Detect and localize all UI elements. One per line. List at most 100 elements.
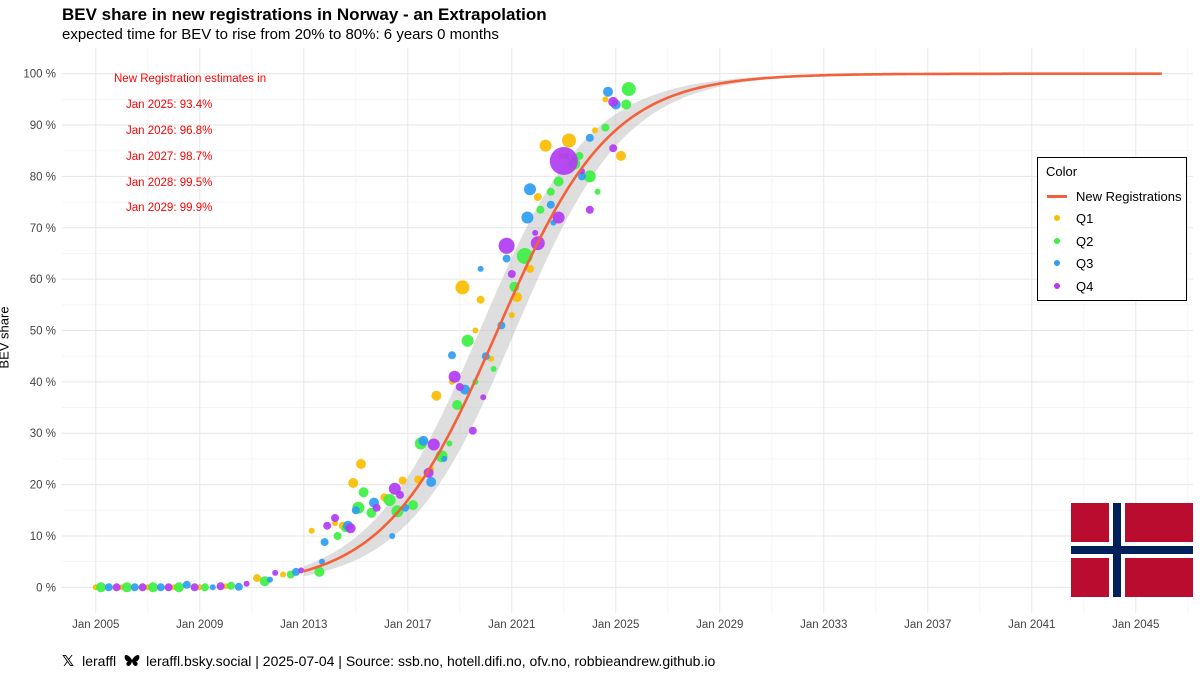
data-point-q1	[602, 96, 609, 103]
x-logo-icon: 𝕏	[62, 653, 75, 670]
data-point-q1	[356, 459, 366, 469]
data-point-q3	[234, 582, 243, 591]
x-tick-label: Jan 2041	[1008, 619, 1055, 631]
data-point-q4	[448, 370, 461, 383]
data-point-q4	[498, 237, 515, 254]
data-point-q4	[468, 426, 477, 435]
data-point-q1	[592, 127, 598, 134]
data-point-q4	[427, 438, 440, 451]
data-point-q2	[490, 366, 497, 372]
norway-flag-icon	[1071, 503, 1193, 597]
data-point-q2	[174, 582, 184, 593]
data-point-q1	[280, 571, 286, 578]
data-point-q2	[546, 187, 555, 196]
data-point-q3	[477, 265, 484, 272]
data-point-q3	[351, 506, 360, 515]
legend-label: Q4	[1076, 278, 1094, 294]
x-tick-label: Jan 2009	[176, 619, 223, 631]
y-tick-label: 80 %	[30, 171, 56, 183]
data-point-q3	[130, 583, 139, 592]
y-tick-label: 50 %	[30, 326, 56, 338]
data-point-q4	[331, 514, 339, 522]
data-point-q2	[553, 176, 564, 187]
confidence-ribbon-layer	[303, 73, 1162, 577]
y-tick-label: 10 %	[30, 531, 56, 543]
legend-label: Q2	[1076, 233, 1094, 249]
legend-label: Q1	[1076, 210, 1094, 226]
data-point-q3	[585, 133, 594, 142]
data-points-layer	[92, 82, 636, 593]
data-point-q3	[104, 583, 113, 592]
data-point-q2	[452, 400, 463, 410]
data-point-q2	[333, 532, 342, 540]
data-point-q1	[253, 574, 261, 583]
data-point-q1	[348, 478, 359, 488]
y-tick-label: 40 %	[30, 377, 56, 389]
data-point-q2	[408, 500, 418, 511]
y-tick-label: 20 %	[30, 480, 56, 492]
data-point-q1	[308, 527, 315, 534]
legend-item-q4: Q4	[1046, 275, 1093, 297]
data-point-q3	[502, 254, 511, 263]
legend-item-q2: Q2	[1046, 230, 1093, 252]
y-axis-label-box: BEV share	[0, 306, 24, 368]
estimate-heading: New Registration estimates in	[114, 73, 267, 85]
data-point-q1	[398, 476, 407, 485]
y-axis-label: BEV share	[0, 306, 12, 369]
legend-dot-swatch	[1054, 283, 1060, 289]
data-point-q1	[539, 139, 552, 152]
axis-tick-labels: 0 % 10 % 20 % 30 % 40 % 50 % 60 % 70 % 80 % 90 % 1…	[23, 69, 1159, 631]
data-point-q3	[156, 583, 165, 592]
data-point-q3	[524, 183, 536, 196]
data-point-q3	[426, 477, 437, 487]
data-point-q2	[201, 583, 209, 592]
data-point-q2	[122, 582, 132, 593]
data-point-q4	[298, 567, 305, 574]
caption-text: leraffl.bsky.social | 2025-07-04 | Sourc…	[146, 653, 716, 669]
legend-title: Color	[1046, 164, 1078, 179]
data-point-q2	[594, 188, 601, 195]
x-tick-label: Jan 2005	[72, 619, 119, 631]
data-point-q3	[389, 533, 396, 539]
estimate-line-2025: Jan 2025: 93.4%	[126, 99, 213, 111]
data-point-q1	[526, 264, 534, 273]
data-point-q4	[272, 569, 279, 576]
data-point-q4	[138, 583, 147, 592]
x-tick-label: Jan 2025	[592, 619, 639, 631]
data-point-q3	[578, 172, 586, 181]
data-point-q4	[549, 147, 578, 175]
data-point-q4	[396, 490, 404, 499]
x-tick-label: Jan 2045	[1112, 619, 1159, 631]
data-point-q4	[455, 383, 464, 391]
data-point-q4	[552, 211, 565, 224]
data-point-q2	[583, 170, 596, 183]
data-point-q3	[319, 558, 325, 565]
legend-item-q1: Q1	[1046, 207, 1093, 229]
data-point-q1	[455, 280, 470, 295]
chart-title: BEV share in new registrations in Norway…	[62, 5, 547, 24]
data-point-q3	[292, 567, 300, 576]
estimate-line-2027: Jan 2027: 98.7%	[126, 151, 213, 163]
y-tick-label: 60 %	[30, 274, 56, 286]
y-tick-label: 0 %	[36, 582, 56, 594]
data-point-q2	[227, 581, 235, 590]
caption: 𝕏 leraffl leraffl.bsky.social | 2025-07-…	[62, 652, 715, 670]
data-point-q3	[418, 435, 429, 446]
data-point-q2	[148, 582, 158, 593]
data-point-q1	[431, 390, 442, 401]
x-tick-label: Jan 2033	[800, 619, 847, 631]
fit-line-new-registrations	[303, 72, 1162, 573]
y-tick-label: 70 %	[30, 223, 56, 235]
data-point-q2	[383, 494, 396, 506]
confidence-ribbon	[303, 73, 1162, 577]
data-point-q4	[243, 580, 250, 587]
data-point-q1	[533, 193, 542, 201]
grid-lines	[62, 48, 1193, 613]
data-point-q1	[562, 133, 576, 148]
x-tick-label: Jan 2017	[384, 619, 431, 631]
data-point-q2	[536, 205, 545, 214]
data-point-q4	[216, 582, 225, 591]
data-point-q3	[521, 211, 534, 224]
data-point-q4	[164, 583, 173, 592]
